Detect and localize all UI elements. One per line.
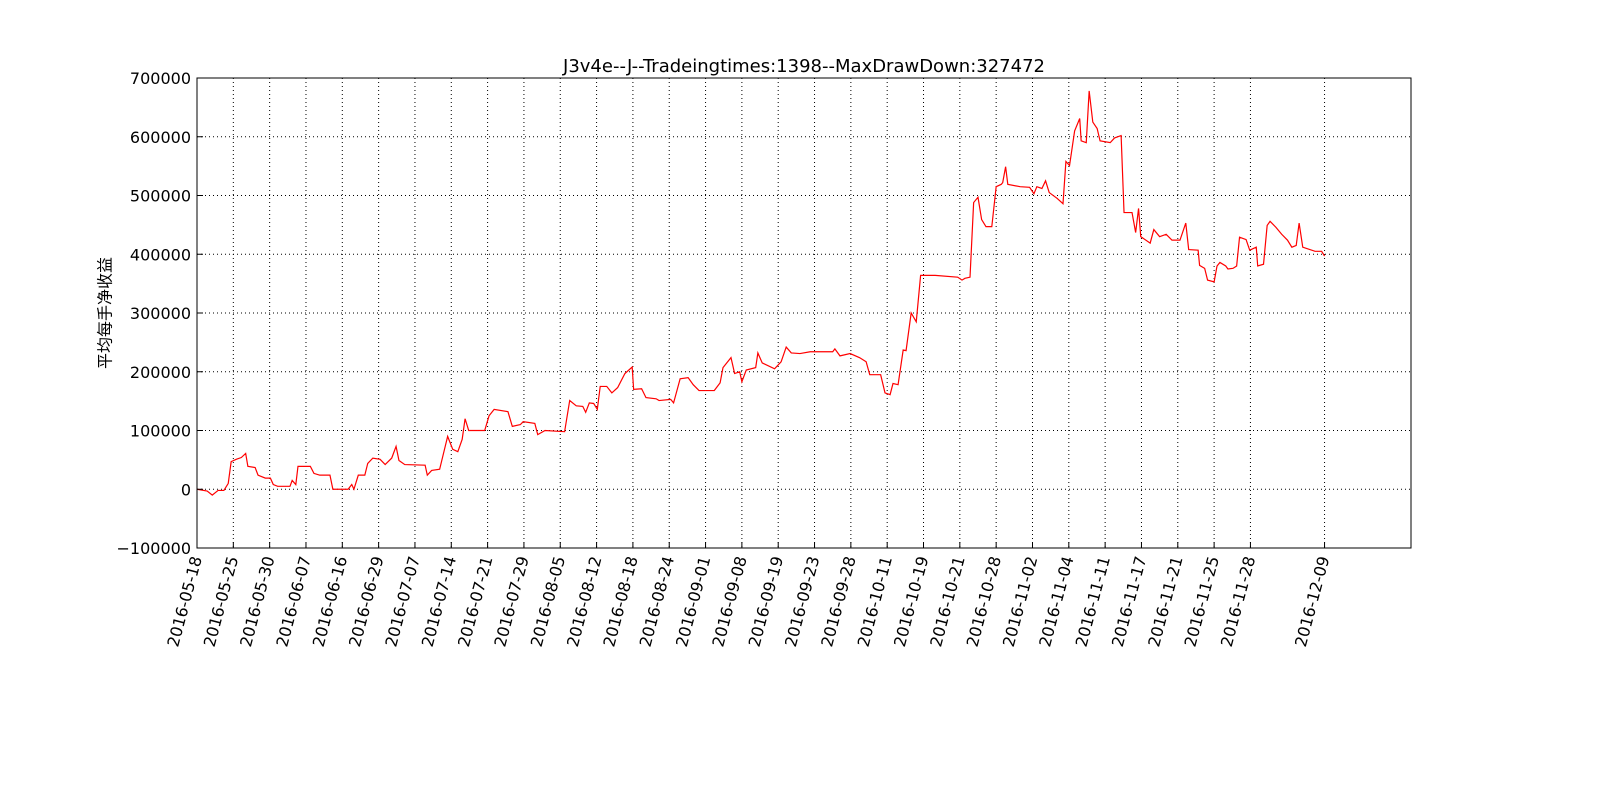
x-tick-label: 2016-10-19 bbox=[890, 554, 932, 649]
y-tick-label: −100000 bbox=[117, 539, 191, 558]
x-tick-label: 2016-05-18 bbox=[163, 554, 205, 649]
y-tick-label: 500000 bbox=[130, 187, 191, 206]
y-tick-label: 0 bbox=[181, 480, 191, 499]
y-tick-label: 200000 bbox=[130, 363, 191, 382]
data-line bbox=[196, 90, 1326, 496]
plot bbox=[196, 90, 1326, 496]
y-tick-label: 700000 bbox=[130, 69, 191, 88]
x-tick-label: 2016-11-28 bbox=[1217, 554, 1259, 649]
x-tick-label: 2016-10-28 bbox=[963, 554, 1005, 649]
x-tick-label: 2016-11-02 bbox=[999, 554, 1041, 649]
x-tick-label: 2016-09-19 bbox=[745, 554, 787, 649]
x-tick-label: 2016-08-05 bbox=[527, 554, 569, 649]
x-tick-label: 2016-07-21 bbox=[454, 554, 496, 649]
x-tick-label: 2016-11-04 bbox=[1035, 554, 1077, 649]
x-tick-label: 2016-06-07 bbox=[272, 554, 314, 649]
y-tick-label: 100000 bbox=[130, 422, 191, 441]
grid bbox=[196, 77, 1411, 549]
y-axis-label: 平均每手净收益 bbox=[96, 257, 115, 369]
x-tick-label: 2016-11-11 bbox=[1072, 554, 1114, 649]
x-tick-label: 2016-08-18 bbox=[599, 554, 641, 649]
plot-frame bbox=[196, 77, 1412, 549]
x-tick-label: 2016-05-30 bbox=[236, 554, 278, 649]
x-tick-label: 2016-09-23 bbox=[781, 554, 823, 649]
x-tick-label: 2016-10-21 bbox=[926, 554, 968, 649]
y-tick-label: 400000 bbox=[130, 245, 191, 264]
x-tick-label: 2016-11-25 bbox=[1181, 554, 1223, 649]
chart-title: J3v4e--J--Tradeingtimes:1398--MaxDrawDow… bbox=[562, 56, 1045, 77]
x-tick-label: 2016-12-09 bbox=[1291, 554, 1333, 649]
x-tick-label: 2016-07-29 bbox=[490, 554, 532, 649]
x-tick-label: 2016-08-24 bbox=[636, 554, 678, 649]
y-tick-label: 300000 bbox=[130, 304, 191, 323]
x-tick-label: 2016-06-29 bbox=[345, 554, 387, 649]
x-tick-label: 2016-09-01 bbox=[672, 554, 714, 649]
x-tick-label: 2016-09-28 bbox=[817, 554, 859, 649]
y-tick-label: 600000 bbox=[130, 128, 191, 147]
x-tick-label: 2016-11-21 bbox=[1144, 554, 1186, 649]
x-tick-label: 2016-06-16 bbox=[309, 554, 351, 649]
x-tick-label: 2016-08-12 bbox=[563, 554, 605, 649]
x-tick-label: 2016-09-08 bbox=[708, 554, 750, 649]
x-tick-label: 2016-07-14 bbox=[418, 554, 460, 649]
x-tick-label: 2016-07-07 bbox=[381, 554, 423, 649]
x-tick-label: 2016-11-17 bbox=[1108, 554, 1150, 649]
x-tick-label: 2016-10-11 bbox=[854, 554, 896, 649]
x-tick-label: 2016-05-25 bbox=[200, 554, 242, 649]
ticks: −100000 0 100000 200000 300000 400000 500000 60… bbox=[117, 69, 1334, 649]
